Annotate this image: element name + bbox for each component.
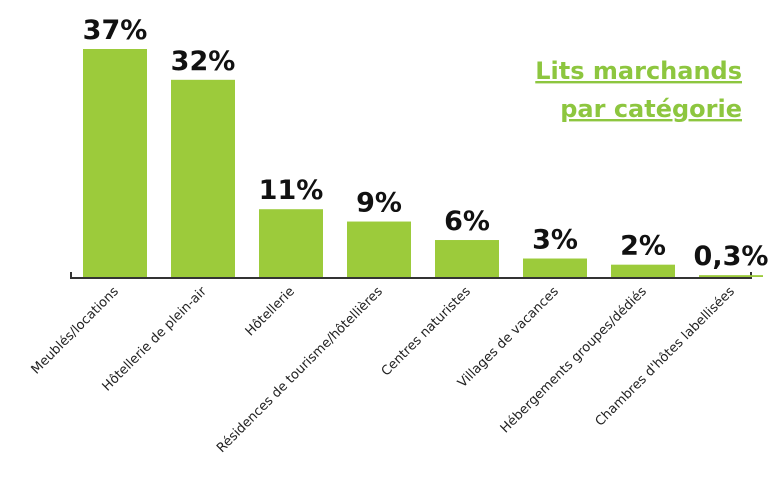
chart-title: Lits marchands xyxy=(535,57,742,85)
x-tick-label: Centres naturistes xyxy=(379,284,474,379)
value-label: 3% xyxy=(532,225,578,256)
value-label: 2% xyxy=(620,231,666,262)
bar xyxy=(611,264,675,277)
bar xyxy=(699,275,763,277)
bar xyxy=(347,221,411,277)
bar xyxy=(259,209,323,277)
value-label: 6% xyxy=(444,206,490,237)
value-label: 32% xyxy=(171,46,236,77)
value-label: 9% xyxy=(356,188,402,219)
x-tick-label: Villages de vacances xyxy=(455,284,562,391)
chart-title: par catégorie xyxy=(560,95,742,123)
x-tick-label: Résidences de tourisme/hôtellières xyxy=(214,284,386,456)
value-label: 0,3% xyxy=(694,241,769,272)
bar xyxy=(83,49,147,277)
x-tick-label: Hôtellerie xyxy=(243,284,298,339)
x-tick-label: Meublés/locations xyxy=(29,284,122,377)
bar xyxy=(435,240,499,277)
x-tick-label: Chambres d'hôtes labellisées xyxy=(593,284,738,429)
x-tick-label: Hébergements groupes/dédiés xyxy=(498,284,650,436)
bar xyxy=(171,79,235,277)
value-label: 11% xyxy=(259,175,324,206)
value-label: 37% xyxy=(83,15,148,46)
bar xyxy=(523,258,587,277)
